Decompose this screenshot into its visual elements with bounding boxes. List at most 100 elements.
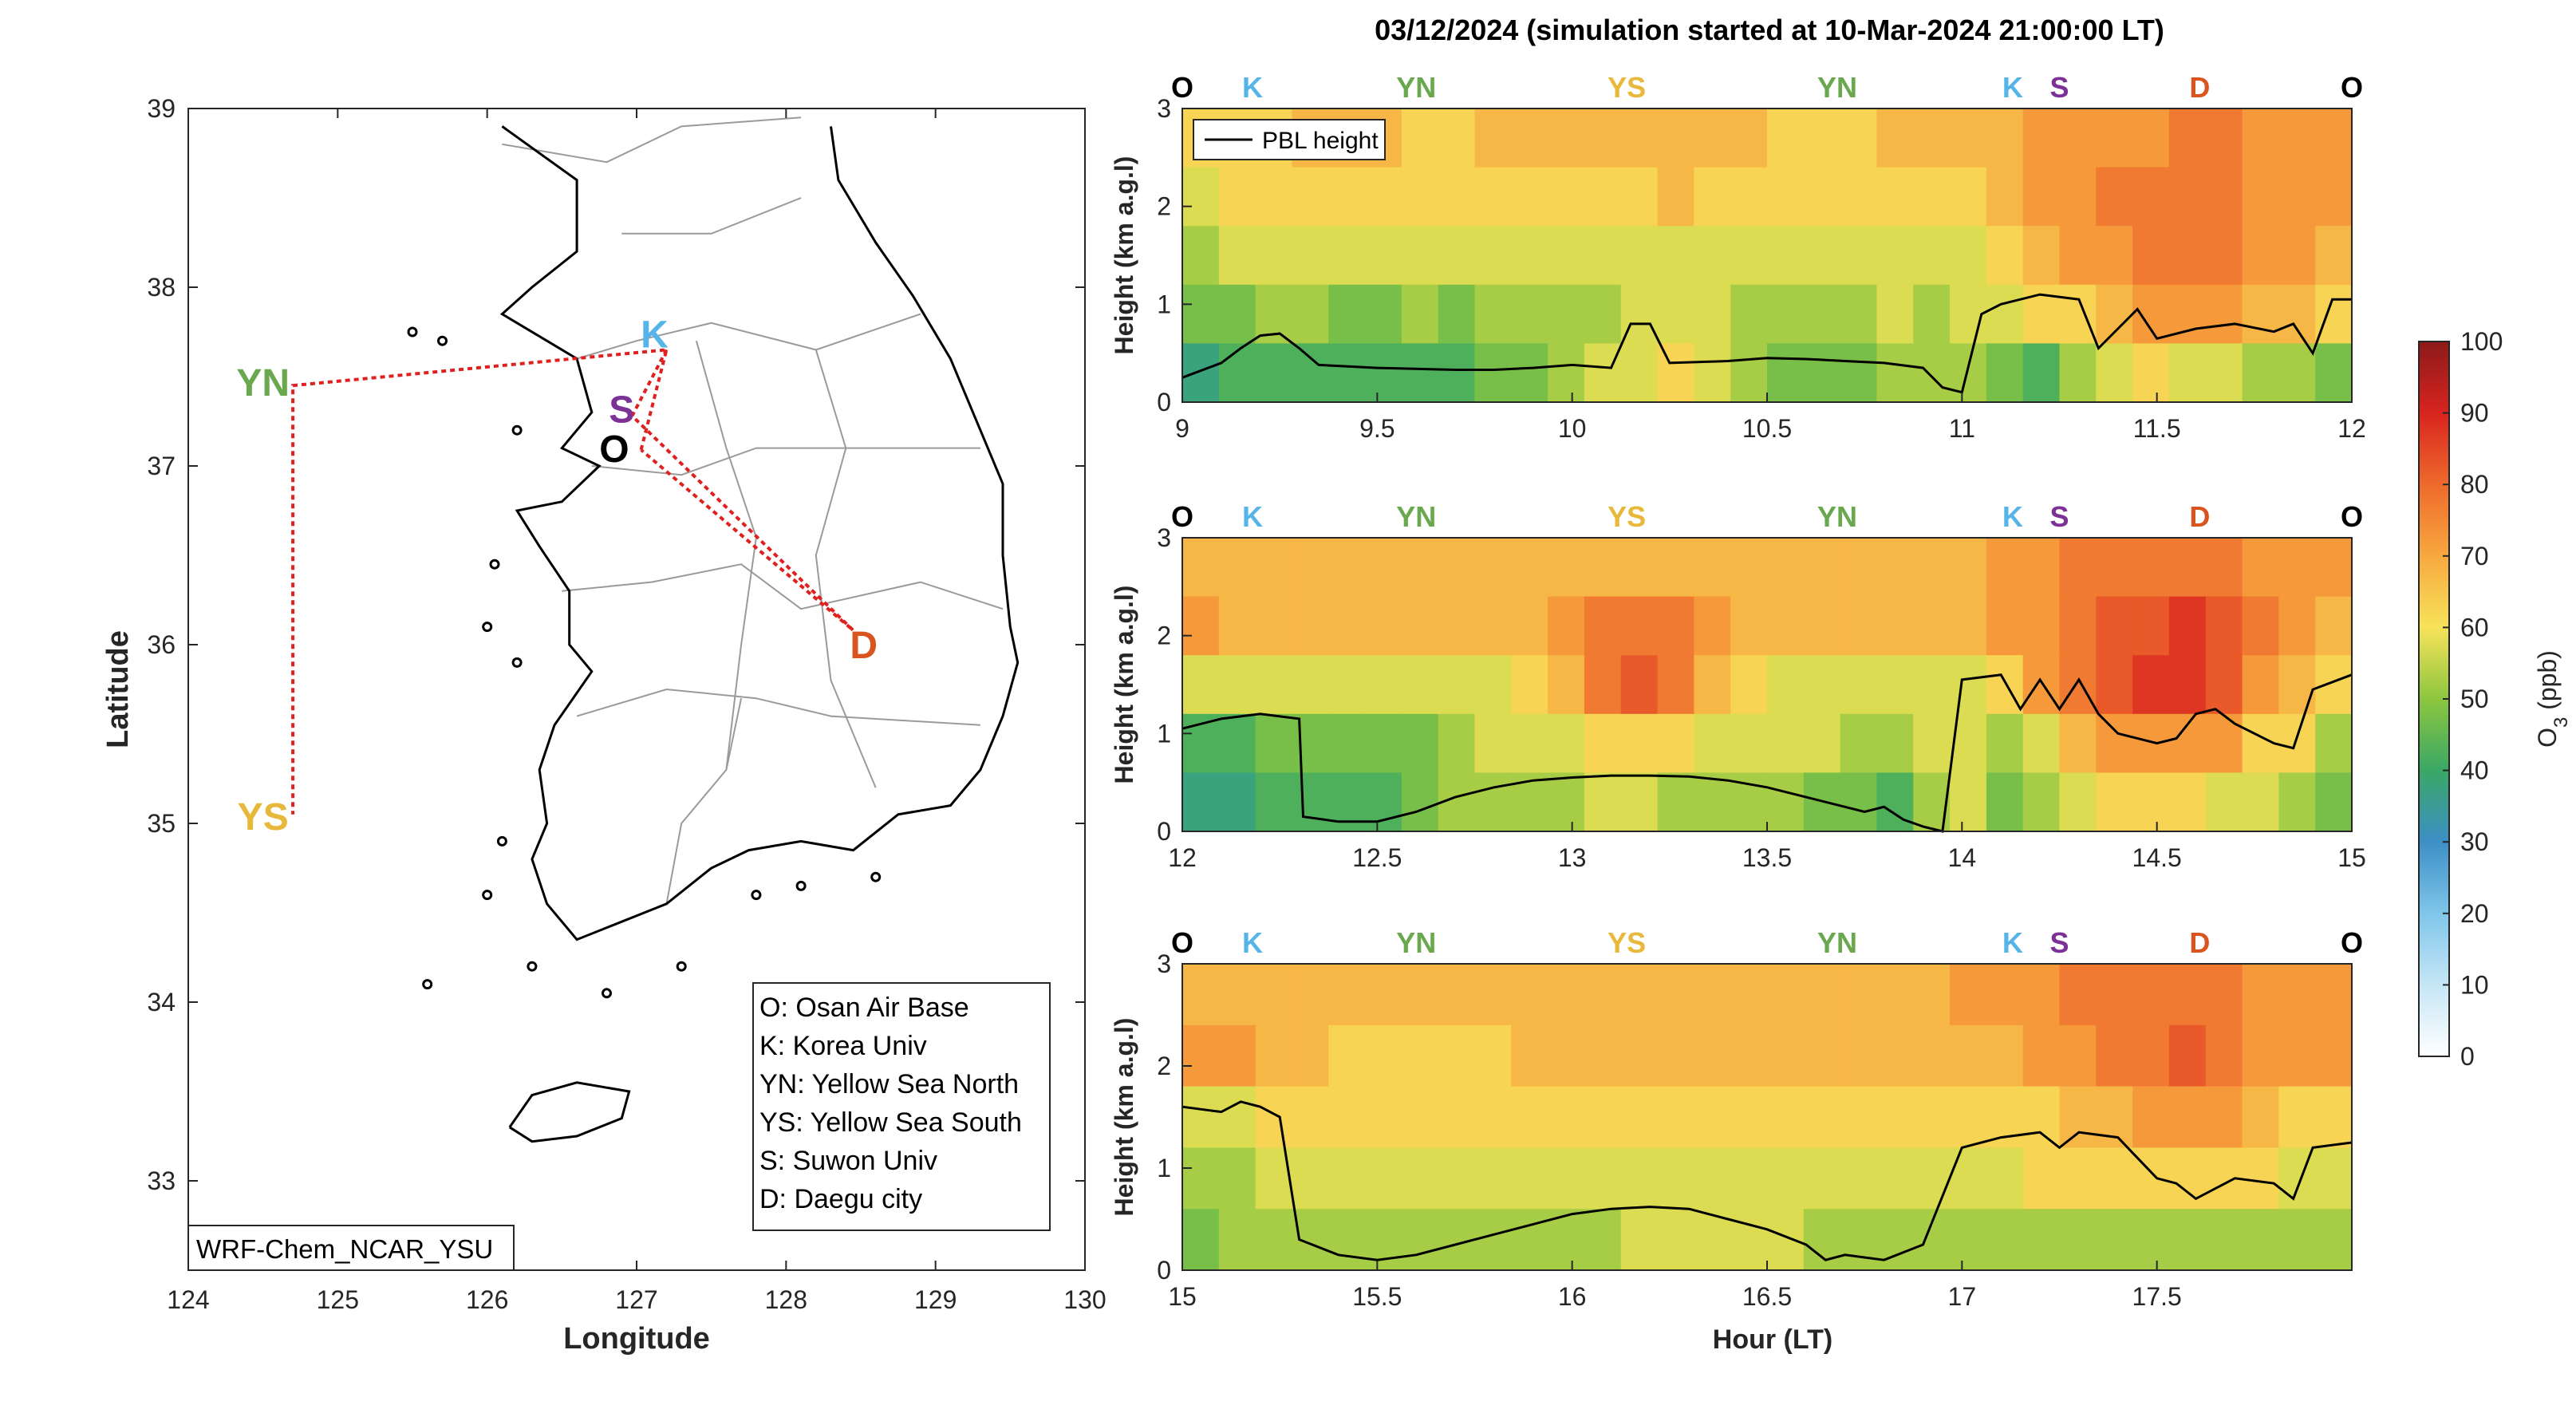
- heatmap-cell: [1474, 596, 1512, 656]
- site-legend-entry: O: Osan Air Base: [759, 993, 969, 1023]
- heatmap-cell: [2132, 1086, 2170, 1148]
- colorbar-tick-label: 30: [2460, 827, 2489, 856]
- heatmap-cell: [2059, 1086, 2097, 1148]
- heatmap-cell: [1584, 964, 1622, 1026]
- heatmap-cell: [1803, 343, 1841, 403]
- heatmap-cell: [1584, 167, 1622, 227]
- heatmap-cell: [1657, 713, 1694, 773]
- site-legend: O: Osan Air Base K: Korea Univ YN: Yellow …: [759, 993, 1022, 1214]
- heatmap-cell: [1876, 1147, 1914, 1210]
- heatmap-cell: [1694, 109, 1731, 168]
- panel-xtick-label: 10: [1558, 414, 1587, 443]
- heatmap-cell: [1328, 284, 1366, 344]
- heatmap-cell: [1365, 1024, 1402, 1087]
- heatmap-cell: [2278, 167, 2316, 227]
- map-ytick-label: 35: [147, 809, 176, 838]
- heatmap-cell: [1876, 713, 1914, 773]
- heatmap-cell: [1328, 1147, 1366, 1210]
- heatmap-cell: [1548, 284, 1585, 344]
- heatmap-cell: [2205, 596, 2243, 656]
- heatmap-cell: [2168, 772, 2207, 832]
- heatmap-cell: [1876, 596, 1914, 656]
- heatmap-cell: [1438, 713, 1476, 773]
- island-mark: [527, 961, 538, 972]
- route-label-k: K: [1242, 500, 1263, 533]
- heatmap-cell: [1657, 167, 1694, 227]
- heatmap-cell: [1255, 713, 1293, 773]
- heatmap-cell: [1292, 713, 1329, 773]
- heatmap-cell: [1548, 772, 1585, 832]
- heatmap-cell: [1474, 1209, 1512, 1271]
- heatmap-cell: [1511, 596, 1548, 656]
- heatmap-cell: [2096, 1086, 2133, 1148]
- heatmap-cell: [1474, 772, 1512, 832]
- heatmap-cell: [1365, 964, 1402, 1026]
- heatmap-cell: [1767, 284, 1805, 344]
- heatmap-cell: [1584, 538, 1622, 598]
- heatmap-cell: [2205, 343, 2243, 403]
- boundary-path: [591, 447, 980, 476]
- heatmap-cell: [1840, 964, 1878, 1026]
- heatmap-cell: [1328, 655, 1366, 715]
- heatmap-cell: [1657, 1147, 1694, 1210]
- heatmap-cell: [1584, 343, 1622, 403]
- route-label-ys: YS: [1608, 71, 1646, 104]
- heatmap-cell: [2022, 226, 2061, 286]
- heatmap-cell: [1803, 655, 1841, 715]
- heatmap-cell: [1548, 1024, 1585, 1087]
- heatmap-cell: [1767, 226, 1805, 286]
- heatmap-cell: [1876, 964, 1914, 1026]
- heatmap-cell: [1511, 226, 1548, 286]
- heatmap-cell: [2278, 772, 2316, 832]
- colorbar-tick-label: 60: [2460, 613, 2489, 641]
- heatmap-cell: [1803, 109, 1841, 168]
- panel-ytick-label: 2: [1157, 1052, 1171, 1080]
- heatmap-cell: [2315, 1209, 2353, 1271]
- heatmap-cell: [1365, 1086, 1402, 1148]
- map-xlabel: Longitude: [563, 1322, 710, 1356]
- heatmap-cell: [1511, 343, 1548, 403]
- heatmap-cell: [2022, 167, 2061, 227]
- jeju-island-path: [508, 1081, 631, 1143]
- heatmap-cell: [1913, 109, 1951, 168]
- route-label-k: K: [2002, 926, 2023, 959]
- heatmap-cell: [1730, 538, 1768, 598]
- route-label-k: K: [1242, 926, 1263, 959]
- heatmap-cell: [1803, 1024, 1841, 1087]
- colorbar-label-unit: (ppb): [2533, 650, 2562, 717]
- heatmap-cell: [1548, 343, 1585, 403]
- panel-ylabel: Height (km a.g.l): [1110, 586, 1138, 784]
- route-label-yn: YN: [1817, 926, 1857, 959]
- cross-section-panel-3: 15 15.5 16 16.5 17 17.5 0 1 2 3 Height (km a.g.l) O…: [1110, 926, 2363, 1311]
- map-xtick-label: 124: [167, 1285, 209, 1314]
- heatmap-cell: [1401, 1024, 1439, 1087]
- heatmap-cell: [1182, 772, 1220, 832]
- panel-xtick-label: 9.5: [1359, 414, 1395, 443]
- map-ticks: 124 125 126 127 128 129 130 33 34 35 36 37 38 39: [147, 94, 1106, 1314]
- heatmap-cell: [2132, 538, 2170, 598]
- panel-xtick-label: 15: [2337, 843, 2366, 872]
- heatmap-cell: [1218, 538, 1256, 598]
- heatmap-cell: [1548, 713, 1585, 773]
- heatmap-cell: [2205, 538, 2243, 598]
- site-legend-entry: S: Suwon Univ: [759, 1146, 937, 1176]
- heatmap-cell: [1694, 226, 1731, 286]
- island-mark: [870, 871, 882, 882]
- heatmap-cell: [2168, 343, 2207, 403]
- heatmap-cell: [1767, 109, 1805, 168]
- colorbar-tick-label: 90: [2460, 399, 2489, 428]
- heatmap-cell: [1474, 109, 1512, 168]
- heatmap-cell: [2168, 1024, 2207, 1087]
- panel-xtick-label: 12.5: [1352, 843, 1402, 872]
- site-label-o: O: [599, 428, 629, 471]
- heatmap-cell: [1840, 772, 1878, 832]
- heatmap-cell: [1401, 596, 1439, 656]
- heatmap-cell: [1548, 655, 1585, 715]
- site-label-k: K: [641, 314, 669, 356]
- heatmap-cell: [1620, 1086, 1659, 1148]
- heatmap-cell: [1401, 284, 1439, 344]
- heatmap-cell: [1803, 538, 1841, 598]
- heatmap-cell: [1620, 964, 1659, 1026]
- panel-xtick-label: 12: [2337, 414, 2366, 443]
- heatmap-cell: [1218, 167, 1256, 227]
